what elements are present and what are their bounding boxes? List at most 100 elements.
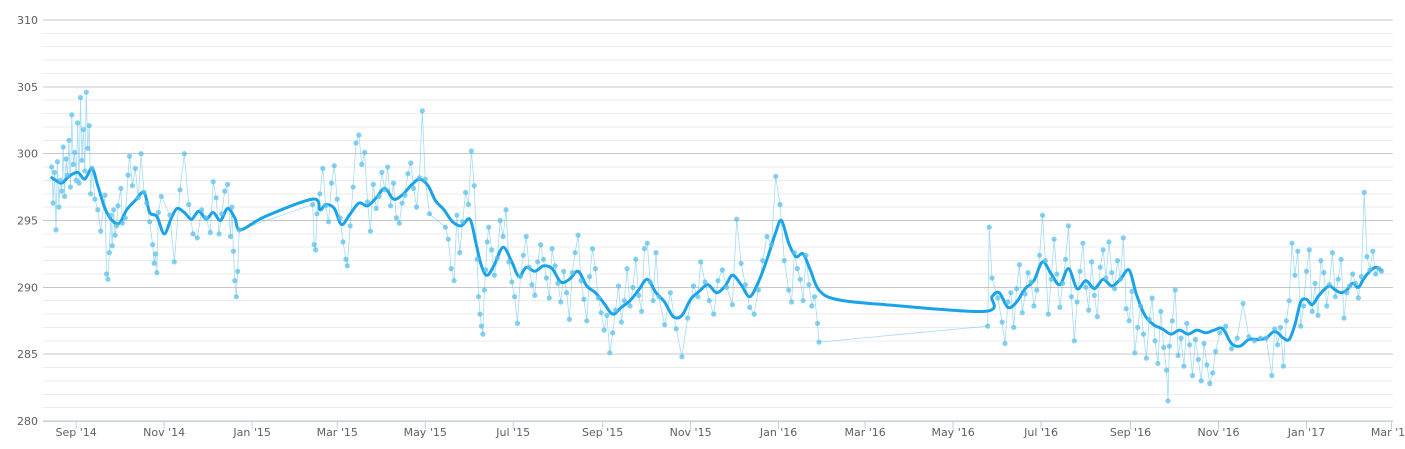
data-point[interactable] xyxy=(147,219,153,225)
data-point[interactable] xyxy=(105,276,111,282)
data-point[interactable] xyxy=(326,219,332,225)
data-point[interactable] xyxy=(1045,311,1051,317)
data-point[interactable] xyxy=(364,199,371,205)
data-point[interactable] xyxy=(1315,312,1321,318)
data-point[interactable] xyxy=(323,203,329,209)
data-point[interactable] xyxy=(53,227,59,233)
data-point[interactable] xyxy=(340,239,346,245)
data-point[interactable] xyxy=(213,195,219,201)
data-point[interactable] xyxy=(115,203,121,209)
data-point[interactable] xyxy=(698,259,704,265)
data-point[interactable] xyxy=(194,235,200,241)
data-point[interactable] xyxy=(773,173,779,179)
data-point[interactable] xyxy=(1303,268,1310,274)
data-point[interactable] xyxy=(989,275,995,281)
data-point[interactable] xyxy=(1135,324,1141,330)
data-point[interactable] xyxy=(337,215,343,221)
data-point[interactable] xyxy=(523,233,529,240)
data-point[interactable] xyxy=(405,171,411,177)
data-point[interactable] xyxy=(729,302,736,308)
data-point[interactable] xyxy=(1280,363,1286,369)
data-point[interactable] xyxy=(454,212,460,218)
data-point[interactable] xyxy=(1289,240,1295,246)
data-point[interactable] xyxy=(1341,315,1347,321)
data-point[interactable] xyxy=(480,331,486,337)
data-point[interactable] xyxy=(152,251,159,257)
data-point[interactable] xyxy=(786,287,792,293)
data-point[interactable] xyxy=(1228,346,1235,352)
data-point[interactable] xyxy=(49,164,55,170)
data-point[interactable] xyxy=(618,319,625,325)
data-point[interactable] xyxy=(57,177,63,183)
data-point[interactable] xyxy=(1204,362,1210,368)
data-point[interactable] xyxy=(66,137,72,143)
data-point[interactable] xyxy=(132,165,138,171)
data-point[interactable] xyxy=(615,283,622,289)
data-point[interactable] xyxy=(1166,343,1172,349)
data-point[interactable] xyxy=(1347,283,1353,289)
data-point[interactable] xyxy=(751,311,757,317)
data-point[interactable] xyxy=(572,250,578,256)
data-point[interactable] xyxy=(1324,303,1330,309)
data-point[interactable] xyxy=(641,246,648,252)
data-point[interactable] xyxy=(1042,258,1048,264)
data-point[interactable] xyxy=(1306,247,1312,253)
data-point[interactable] xyxy=(442,224,448,230)
data-point[interactable] xyxy=(503,207,509,213)
data-point[interactable] xyxy=(225,181,231,187)
data-point[interactable] xyxy=(558,299,564,305)
data-point[interactable] xyxy=(630,284,636,290)
data-point[interactable] xyxy=(601,327,607,333)
data-point[interactable] xyxy=(390,180,397,186)
data-point[interactable] xyxy=(1039,212,1046,218)
data-point[interactable] xyxy=(314,211,320,217)
data-point[interactable] xyxy=(1022,291,1028,297)
data-point[interactable] xyxy=(1103,275,1109,281)
data-point[interactable] xyxy=(742,282,749,288)
data-point[interactable] xyxy=(356,132,362,138)
data-point[interactable] xyxy=(62,193,68,199)
data-point[interactable] xyxy=(235,268,241,274)
data-point[interactable] xyxy=(636,292,642,298)
data-point[interactable] xyxy=(471,183,477,189)
data-point[interactable] xyxy=(806,282,812,288)
data-point[interactable] xyxy=(1207,381,1213,387)
data-point[interactable] xyxy=(50,200,56,206)
data-point[interactable] xyxy=(98,228,104,234)
data-point[interactable] xyxy=(1008,290,1014,296)
data-point[interactable] xyxy=(552,263,558,269)
data-point[interactable] xyxy=(422,176,428,182)
data-point[interactable] xyxy=(1329,250,1335,256)
data-point[interactable] xyxy=(764,233,770,240)
data-point[interactable] xyxy=(448,266,454,272)
data-point[interactable] xyxy=(1086,307,1092,313)
data-point[interactable] xyxy=(85,145,91,151)
data-point[interactable] xyxy=(803,252,809,258)
data-point[interactable] xyxy=(232,278,238,284)
data-point[interactable] xyxy=(814,320,821,326)
data-point[interactable] xyxy=(529,282,535,288)
data-point[interactable] xyxy=(112,232,118,238)
data-point[interactable] xyxy=(715,278,721,284)
data-point[interactable] xyxy=(546,295,552,301)
data-point[interactable] xyxy=(177,187,183,193)
data-point[interactable] xyxy=(1083,284,1089,290)
data-point[interactable] xyxy=(126,153,133,159)
data-point[interactable] xyxy=(621,298,627,304)
data-point[interactable] xyxy=(233,294,239,300)
data-point[interactable] xyxy=(1031,303,1037,309)
data-point[interactable] xyxy=(800,298,806,304)
data-point[interactable] xyxy=(995,295,1001,301)
data-point[interactable] xyxy=(1201,340,1207,347)
data-point[interactable] xyxy=(589,246,596,252)
data-point[interactable] xyxy=(1275,342,1281,348)
data-point[interactable] xyxy=(604,312,610,318)
data-point[interactable] xyxy=(511,294,518,300)
data-point[interactable] xyxy=(500,233,506,240)
data-point[interactable] xyxy=(1034,287,1040,293)
data-point[interactable] xyxy=(79,157,85,163)
data-point[interactable] xyxy=(343,256,349,262)
data-point[interactable] xyxy=(791,250,798,256)
data-point[interactable] xyxy=(1172,287,1178,293)
data-point[interactable] xyxy=(1332,294,1338,300)
